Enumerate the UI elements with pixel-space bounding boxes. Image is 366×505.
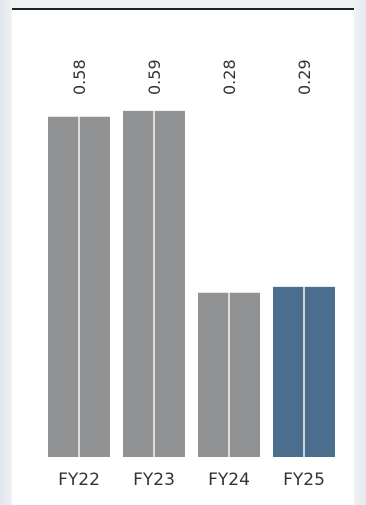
x-tick-fy25: FY25 bbox=[283, 470, 325, 490]
ticks-layer: FY22 FY23 FY24 FY25 bbox=[58, 470, 325, 490]
data-label-fy24: 0.28 bbox=[220, 59, 239, 95]
data-label-fy23: 0.59 bbox=[145, 59, 164, 95]
bars-layer bbox=[48, 110, 335, 457]
data-label-fy25: 0.29 bbox=[295, 59, 314, 95]
x-tick-fy23: FY23 bbox=[133, 470, 175, 490]
data-label-fy22: 0.58 bbox=[70, 59, 89, 95]
labels-layer: 0.58 0.59 0.28 0.29 bbox=[70, 59, 314, 95]
x-tick-fy24: FY24 bbox=[208, 470, 250, 490]
x-tick-fy22: FY22 bbox=[58, 470, 100, 490]
